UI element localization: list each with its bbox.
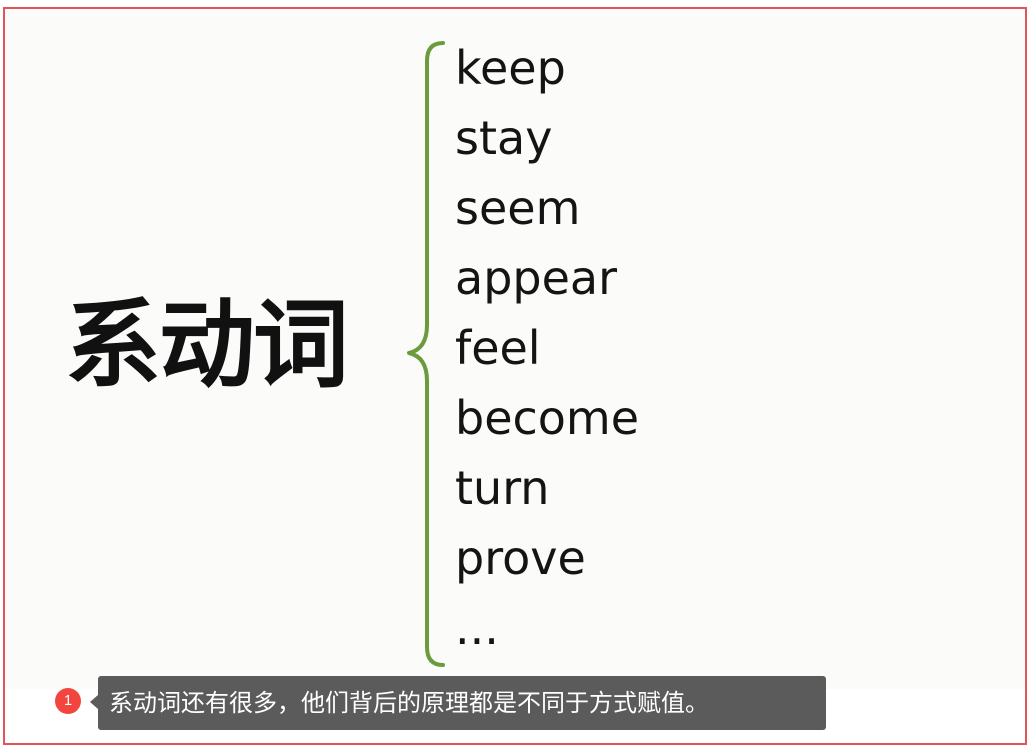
list-item: become [455,391,640,445]
screenshot-frame: 系动词 keep stay seem appear feel become tu… [3,7,1027,745]
list-item: turn [455,461,550,515]
list-item: feel [455,321,541,375]
list-item: appear [455,251,617,305]
note-pointer-icon [90,695,98,709]
slide-heading: 系动词 [65,288,349,401]
list-item: stay [455,111,553,165]
curly-brace-icon [407,41,445,667]
annotation-note[interactable]: 系动词还有很多，他们背后的原理都是不同于方式赋值。 [98,676,826,730]
list-item: seem [455,181,581,235]
list-item: ... [455,601,499,655]
list-item: prove [455,531,586,585]
slide: 系动词 keep stay seem appear feel become tu… [5,9,1025,689]
note-number-badge[interactable]: 1 [55,688,81,714]
linking-verb-list: keep stay seem appear feel become turn p… [455,33,639,663]
list-item: keep [455,41,566,95]
